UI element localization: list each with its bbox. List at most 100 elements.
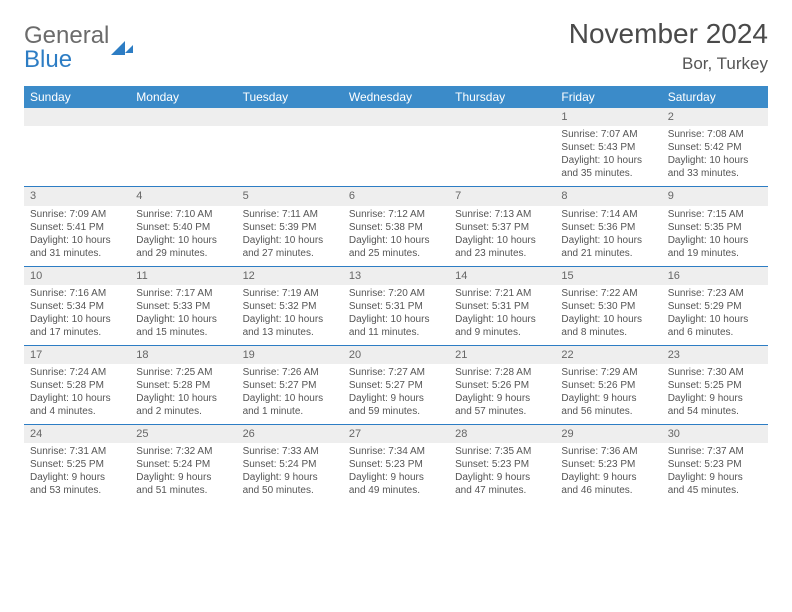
day-number: 13	[343, 267, 449, 285]
day-data: Sunrise: 7:14 AMSunset: 5:36 PMDaylight:…	[555, 206, 661, 266]
calendar-day-cell: 21Sunrise: 7:28 AMSunset: 5:26 PMDayligh…	[449, 345, 555, 424]
day-data: Sunrise: 7:28 AMSunset: 5:26 PMDaylight:…	[449, 364, 555, 424]
calendar-day-cell: 28Sunrise: 7:35 AMSunset: 5:23 PMDayligh…	[449, 425, 555, 504]
daylight-line: Daylight: 10 hours and 29 minutes.	[136, 234, 230, 260]
day-data: Sunrise: 7:25 AMSunset: 5:28 PMDaylight:…	[130, 364, 236, 424]
day-number: 14	[449, 267, 555, 285]
sunrise-line: Sunrise: 7:28 AM	[455, 366, 549, 379]
day-number: 20	[343, 346, 449, 364]
sunset-line: Sunset: 5:37 PM	[455, 221, 549, 234]
logo-sail-icon	[111, 14, 125, 55]
sunrise-line: Sunrise: 7:11 AM	[243, 208, 337, 221]
day-data: Sunrise: 7:09 AMSunset: 5:41 PMDaylight:…	[24, 206, 130, 266]
sunrise-line: Sunrise: 7:08 AM	[668, 128, 762, 141]
weekday-header: Tuesday	[237, 86, 343, 108]
calendar-day-cell: 3Sunrise: 7:09 AMSunset: 5:41 PMDaylight…	[24, 187, 130, 266]
sunrise-line: Sunrise: 7:20 AM	[349, 287, 443, 300]
calendar-day-cell: 26Sunrise: 7:33 AMSunset: 5:24 PMDayligh…	[237, 425, 343, 504]
daylight-line: Daylight: 9 hours and 51 minutes.	[136, 471, 230, 497]
calendar-week-row: 10Sunrise: 7:16 AMSunset: 5:34 PMDayligh…	[24, 266, 768, 345]
sunset-line: Sunset: 5:33 PM	[136, 300, 230, 313]
daylight-line: Daylight: 9 hours and 56 minutes.	[561, 392, 655, 418]
day-number: 10	[24, 267, 130, 285]
sunrise-line: Sunrise: 7:09 AM	[30, 208, 124, 221]
day-number: 23	[662, 346, 768, 364]
header: General Blue November 2024 Bor, Turkey	[24, 18, 768, 74]
sunrise-line: Sunrise: 7:19 AM	[243, 287, 337, 300]
daylight-line: Daylight: 10 hours and 8 minutes.	[561, 313, 655, 339]
day-number: 25	[130, 425, 236, 443]
calendar-day-cell: 8Sunrise: 7:14 AMSunset: 5:36 PMDaylight…	[555, 187, 661, 266]
day-data	[449, 126, 555, 174]
day-number: 9	[662, 187, 768, 205]
day-data: Sunrise: 7:22 AMSunset: 5:30 PMDaylight:…	[555, 285, 661, 345]
day-data: Sunrise: 7:10 AMSunset: 5:40 PMDaylight:…	[130, 206, 236, 266]
day-data: Sunrise: 7:19 AMSunset: 5:32 PMDaylight:…	[237, 285, 343, 345]
sunrise-line: Sunrise: 7:14 AM	[561, 208, 655, 221]
day-number: 3	[24, 187, 130, 205]
sunset-line: Sunset: 5:28 PM	[30, 379, 124, 392]
calendar-day-cell: 9Sunrise: 7:15 AMSunset: 5:35 PMDaylight…	[662, 187, 768, 266]
weekday-header: Thursday	[449, 86, 555, 108]
daylight-line: Daylight: 10 hours and 25 minutes.	[349, 234, 443, 260]
daylight-line: Daylight: 9 hours and 59 minutes.	[349, 392, 443, 418]
sunrise-line: Sunrise: 7:31 AM	[30, 445, 124, 458]
weekday-header-row: SundayMondayTuesdayWednesdayThursdayFrid…	[24, 86, 768, 108]
calendar-day-cell: 20Sunrise: 7:27 AMSunset: 5:27 PMDayligh…	[343, 345, 449, 424]
day-number: 26	[237, 425, 343, 443]
weekday-header: Sunday	[24, 86, 130, 108]
sunrise-line: Sunrise: 7:13 AM	[455, 208, 549, 221]
sunrise-line: Sunrise: 7:25 AM	[136, 366, 230, 379]
sunrise-line: Sunrise: 7:33 AM	[243, 445, 337, 458]
calendar-day-cell: 23Sunrise: 7:30 AMSunset: 5:25 PMDayligh…	[662, 345, 768, 424]
calendar-day-cell: 1Sunrise: 7:07 AMSunset: 5:43 PMDaylight…	[555, 108, 661, 187]
day-data: Sunrise: 7:23 AMSunset: 5:29 PMDaylight:…	[662, 285, 768, 345]
day-number: 4	[130, 187, 236, 205]
logo: General Blue	[24, 24, 133, 72]
daylight-line: Daylight: 10 hours and 19 minutes.	[668, 234, 762, 260]
sunrise-line: Sunrise: 7:23 AM	[668, 287, 762, 300]
calendar-day-cell: 12Sunrise: 7:19 AMSunset: 5:32 PMDayligh…	[237, 266, 343, 345]
sunrise-line: Sunrise: 7:24 AM	[30, 366, 124, 379]
logo-text: General Blue	[24, 24, 133, 72]
sunset-line: Sunset: 5:26 PM	[455, 379, 549, 392]
sunset-line: Sunset: 5:36 PM	[561, 221, 655, 234]
day-number: 27	[343, 425, 449, 443]
sunrise-line: Sunrise: 7:12 AM	[349, 208, 443, 221]
logo-word-1: General	[24, 22, 109, 49]
sunrise-line: Sunrise: 7:16 AM	[30, 287, 124, 300]
day-data: Sunrise: 7:20 AMSunset: 5:31 PMDaylight:…	[343, 285, 449, 345]
day-data	[130, 126, 236, 174]
sunrise-line: Sunrise: 7:32 AM	[136, 445, 230, 458]
sunset-line: Sunset: 5:24 PM	[136, 458, 230, 471]
sunset-line: Sunset: 5:38 PM	[349, 221, 443, 234]
sunrise-line: Sunrise: 7:17 AM	[136, 287, 230, 300]
sunset-line: Sunset: 5:28 PM	[136, 379, 230, 392]
daylight-line: Daylight: 9 hours and 54 minutes.	[668, 392, 762, 418]
daylight-line: Daylight: 9 hours and 49 minutes.	[349, 471, 443, 497]
calendar-day-cell: 4Sunrise: 7:10 AMSunset: 5:40 PMDaylight…	[130, 187, 236, 266]
daylight-line: Daylight: 9 hours and 57 minutes.	[455, 392, 549, 418]
calendar-week-row: 1Sunrise: 7:07 AMSunset: 5:43 PMDaylight…	[24, 108, 768, 187]
sunrise-line: Sunrise: 7:10 AM	[136, 208, 230, 221]
calendar-day-cell: 7Sunrise: 7:13 AMSunset: 5:37 PMDaylight…	[449, 187, 555, 266]
daylight-line: Daylight: 10 hours and 23 minutes.	[455, 234, 549, 260]
day-data: Sunrise: 7:29 AMSunset: 5:26 PMDaylight:…	[555, 364, 661, 424]
sunset-line: Sunset: 5:32 PM	[243, 300, 337, 313]
day-data: Sunrise: 7:36 AMSunset: 5:23 PMDaylight:…	[555, 443, 661, 503]
calendar-day-cell: 29Sunrise: 7:36 AMSunset: 5:23 PMDayligh…	[555, 425, 661, 504]
day-data: Sunrise: 7:34 AMSunset: 5:23 PMDaylight:…	[343, 443, 449, 503]
sunrise-line: Sunrise: 7:35 AM	[455, 445, 549, 458]
sunset-line: Sunset: 5:26 PM	[561, 379, 655, 392]
sunset-line: Sunset: 5:42 PM	[668, 141, 762, 154]
daylight-line: Daylight: 10 hours and 17 minutes.	[30, 313, 124, 339]
day-number: 24	[24, 425, 130, 443]
day-data: Sunrise: 7:11 AMSunset: 5:39 PMDaylight:…	[237, 206, 343, 266]
daylight-line: Daylight: 10 hours and 15 minutes.	[136, 313, 230, 339]
day-data: Sunrise: 7:30 AMSunset: 5:25 PMDaylight:…	[662, 364, 768, 424]
day-number: 29	[555, 425, 661, 443]
sunset-line: Sunset: 5:29 PM	[668, 300, 762, 313]
calendar-day-cell: 10Sunrise: 7:16 AMSunset: 5:34 PMDayligh…	[24, 266, 130, 345]
daylight-line: Daylight: 9 hours and 53 minutes.	[30, 471, 124, 497]
sunset-line: Sunset: 5:27 PM	[243, 379, 337, 392]
